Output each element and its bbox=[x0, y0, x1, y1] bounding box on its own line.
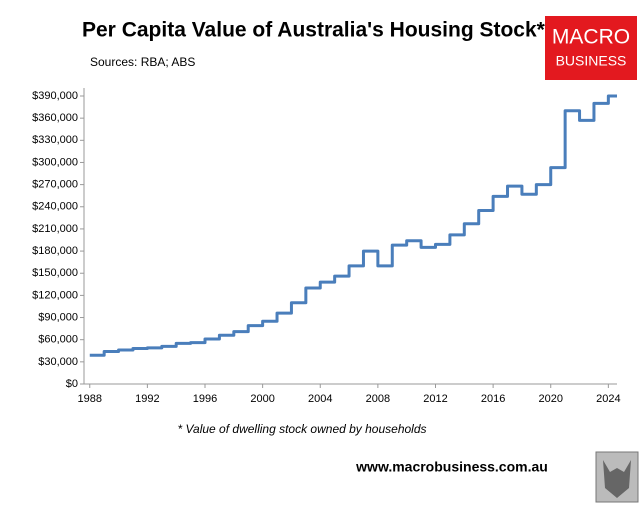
y-tick-label: $330,000 bbox=[32, 134, 78, 146]
y-tick-label: $90,000 bbox=[38, 311, 78, 323]
y-tick-label: $30,000 bbox=[38, 356, 78, 368]
x-tick-label: 2008 bbox=[366, 393, 390, 405]
wolf-icon-shape bbox=[603, 460, 631, 498]
x-tick-label: 1992 bbox=[135, 393, 159, 405]
y-tick-label: $180,000 bbox=[32, 245, 78, 257]
x-tick-label: 2016 bbox=[481, 393, 505, 405]
x-tick-label: 2012 bbox=[423, 393, 447, 405]
x-tick-label: 2020 bbox=[538, 393, 562, 405]
y-tick-label: $300,000 bbox=[32, 156, 78, 168]
y-tick-label: $390,000 bbox=[32, 90, 78, 102]
x-tick-label: 1996 bbox=[193, 393, 217, 405]
website: www.macrobusiness.com.au bbox=[355, 459, 548, 475]
logo-text: MACRO bbox=[552, 26, 630, 49]
footnote: * Value of dwelling stock owned by house… bbox=[177, 422, 426, 436]
y-tick-label: $0 bbox=[66, 378, 78, 390]
x-tick-label: 2004 bbox=[308, 393, 332, 405]
logo-box bbox=[545, 16, 637, 80]
chart-title: Per Capita Value of Australia's Housing … bbox=[82, 19, 546, 42]
logo-text: BUSINESS bbox=[556, 53, 627, 69]
x-tick-label: 2000 bbox=[250, 393, 274, 405]
data-line bbox=[89, 94, 617, 357]
chart-subtitle: Sources: RBA; ABS bbox=[90, 55, 195, 69]
y-tick-label: $240,000 bbox=[32, 201, 78, 213]
y-tick-label: $360,000 bbox=[32, 112, 78, 124]
y-tick-label: $210,000 bbox=[32, 223, 78, 235]
y-tick-label: $150,000 bbox=[32, 267, 78, 279]
y-tick-label: $120,000 bbox=[32, 289, 78, 301]
y-tick-label: $270,000 bbox=[32, 179, 78, 191]
x-tick-label: 1988 bbox=[78, 393, 102, 405]
y-tick-label: $60,000 bbox=[38, 334, 78, 346]
x-tick-label: 2024 bbox=[596, 393, 620, 405]
